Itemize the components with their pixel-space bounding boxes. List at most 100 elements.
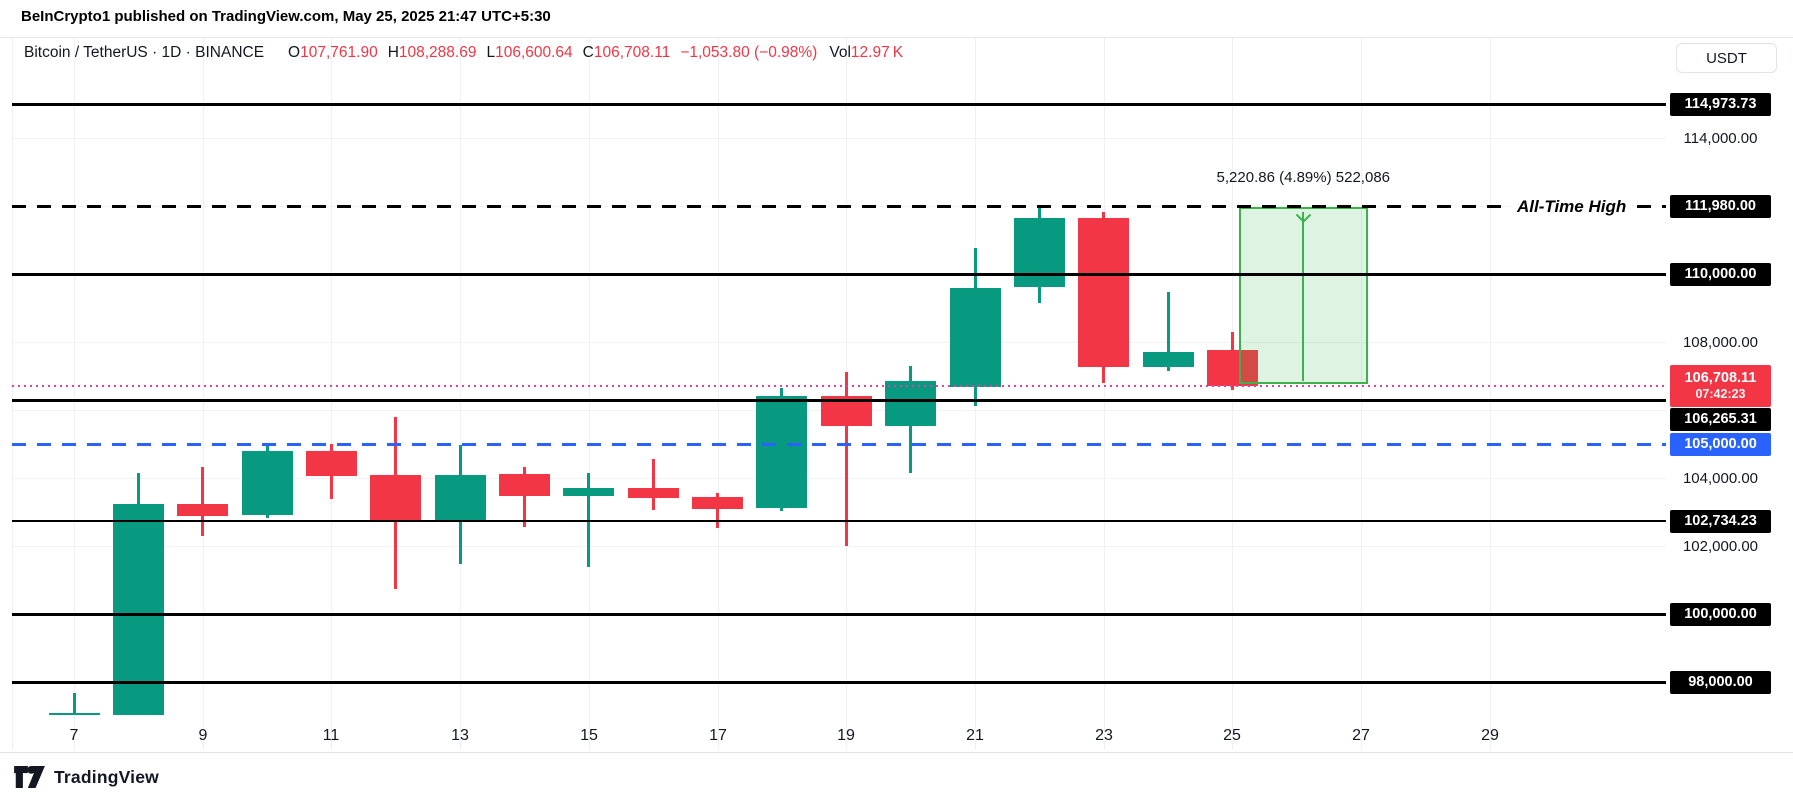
close-value: 106,708.11 — [593, 44, 671, 61]
level-line-105000 — [12, 443, 1666, 446]
candle-wick-day-14 — [523, 467, 527, 527]
price-badge-100000: 100,000.00 — [1670, 603, 1771, 626]
candle-wick-day-15 — [587, 472, 591, 567]
projection-annotation: 5,220.86 (4.89%) 522,086 — [1216, 168, 1390, 186]
change-value: −1,053.80 (−0.98%) — [680, 44, 818, 61]
x-axis-label-27: 27 — [1352, 727, 1370, 744]
price-badge-105000: 105,000.00 — [1670, 433, 1771, 456]
x-axis-label-29: 29 — [1481, 727, 1499, 744]
price-badge-value: 111,980.00 — [1685, 198, 1756, 215]
x-axis-label-15: 15 — [580, 727, 598, 744]
projection-arrow-line — [1302, 211, 1305, 382]
candle-body-day-12 — [370, 474, 422, 521]
header-divider — [0, 37, 1793, 38]
candle-body-day-17 — [692, 497, 744, 509]
low-label: L — [486, 44, 496, 61]
symbol-title[interactable]: Bitcoin / TetherUS · 1D · BINANCE — [24, 44, 265, 61]
open-value: 107,761.90 — [300, 44, 378, 61]
level-line-114973.73 — [12, 103, 1666, 106]
x-axis-label-21: 21 — [966, 727, 984, 744]
x-axis-label-13: 13 — [451, 727, 469, 744]
level-line-98000 — [12, 681, 1666, 684]
x-axis-label-19: 19 — [837, 727, 855, 744]
vertical-gridline — [74, 38, 75, 750]
candle-body-day-20 — [885, 381, 937, 426]
candle-body-day-8 — [112, 503, 164, 715]
candle-body-day-18 — [756, 396, 808, 508]
time-scale-area[interactable] — [0, 722, 1666, 752]
price-badge-106708.11: 106,708.11 07:42:23 — [1670, 365, 1771, 407]
candle-wick-day-19 — [844, 371, 848, 546]
horizontal-gridline — [12, 138, 1666, 139]
horizontal-gridline — [12, 478, 1666, 479]
candle-wick-day-24 — [1166, 292, 1170, 371]
candle-wick-day-7 — [72, 692, 76, 716]
y-axis-label-108000: 108,000.00 — [1682, 333, 1759, 351]
candle-body-day-11 — [305, 451, 357, 476]
price-badge-value: 98,000.00 — [1688, 674, 1753, 691]
price-badge-102734.23: 102,734.23 — [1670, 510, 1771, 533]
candle-body-day-24 — [1142, 351, 1194, 367]
x-axis-label-25: 25 — [1223, 727, 1241, 744]
price-badge-value: 106,265.31 — [1684, 411, 1757, 428]
currency-toggle-button[interactable]: USDT — [1676, 43, 1777, 73]
price-badge-value: 114,973.73 — [1684, 96, 1757, 113]
y-axis-label-104000: 104,000.00 — [1682, 469, 1759, 487]
candle-body-day-10 — [241, 451, 293, 516]
tradingview-logo: TradingView — [14, 766, 159, 788]
level-line-111980 — [12, 205, 1666, 208]
candle-body-day-9 — [177, 503, 229, 517]
volume-value: 12.97 K — [850, 44, 904, 61]
plot-left-spine — [12, 38, 13, 750]
price-badge-114973.73: 114,973.73 — [1670, 93, 1771, 116]
price-badge-value: 106,708.11 — [1684, 370, 1757, 387]
horizontal-gridline — [12, 546, 1666, 547]
candle-wick-day-9 — [201, 466, 205, 536]
all-time-high-text: All-Time High — [1510, 196, 1634, 217]
candle-body-day-22 — [1013, 217, 1065, 287]
x-axis-label-7: 7 — [69, 727, 79, 744]
vertical-gridline — [460, 38, 461, 750]
close-label: C — [582, 44, 594, 61]
level-line-102734.23 — [12, 520, 1666, 522]
candle-body-day-25 — [1206, 350, 1258, 386]
x-axis-label-9: 9 — [198, 727, 208, 744]
vertical-gridline — [589, 38, 590, 750]
high-label: H — [387, 44, 399, 61]
level-line-100000 — [12, 613, 1666, 616]
candle-body-day-14 — [499, 473, 551, 496]
candle-body-day-21 — [949, 287, 1001, 387]
level-line-106265.31 — [12, 399, 1666, 402]
candle-wick-day-17 — [716, 492, 720, 528]
volume-label: Vol — [829, 44, 851, 61]
x-axis-label-11: 11 — [322, 727, 340, 744]
symbol-legend[interactable]: Bitcoin / TetherUS · 1D · BINANCE O107,76… — [24, 44, 903, 70]
horizontal-gridline — [12, 342, 1666, 343]
publish-header: BeInCrypto1 published on TradingView.com… — [0, 0, 1793, 37]
y-axis-label-114000: 114,000.00 — [1683, 129, 1758, 147]
price-badge-111980: 111,980.00 — [1670, 195, 1771, 218]
currency-toggle-label: USDT — [1706, 49, 1747, 67]
low-value: 106,600.64 — [495, 44, 573, 61]
high-value: 108,288.69 — [398, 44, 477, 61]
price-badge-value: 100,000.00 — [1684, 606, 1757, 623]
x-axis-label-23: 23 — [1095, 727, 1113, 744]
vertical-gridline — [1490, 38, 1491, 750]
vertical-gridline — [1104, 38, 1105, 750]
candle-wick-day-16 — [651, 458, 655, 510]
bar-countdown: 07:42:23 — [1695, 387, 1746, 402]
x-axis-divider — [0, 752, 1793, 753]
tradingview-logo-icon — [14, 766, 45, 788]
candle-body-day-13 — [434, 474, 486, 521]
publish-header-text: BeInCrypto1 published on TradingView.com… — [21, 8, 551, 25]
level-line-110000 — [12, 273, 1666, 276]
price-badge-value: 105,000.00 — [1684, 436, 1757, 453]
vertical-gridline — [331, 38, 332, 750]
price-badge-value: 102,734.23 — [1684, 513, 1757, 530]
candle-body-day-7 — [48, 712, 100, 715]
vertical-gridline — [1232, 38, 1233, 750]
price-scale-area[interactable] — [1666, 75, 1793, 752]
tradingview-logo-text: TradingView — [54, 766, 159, 787]
vertical-gridline — [718, 38, 719, 750]
